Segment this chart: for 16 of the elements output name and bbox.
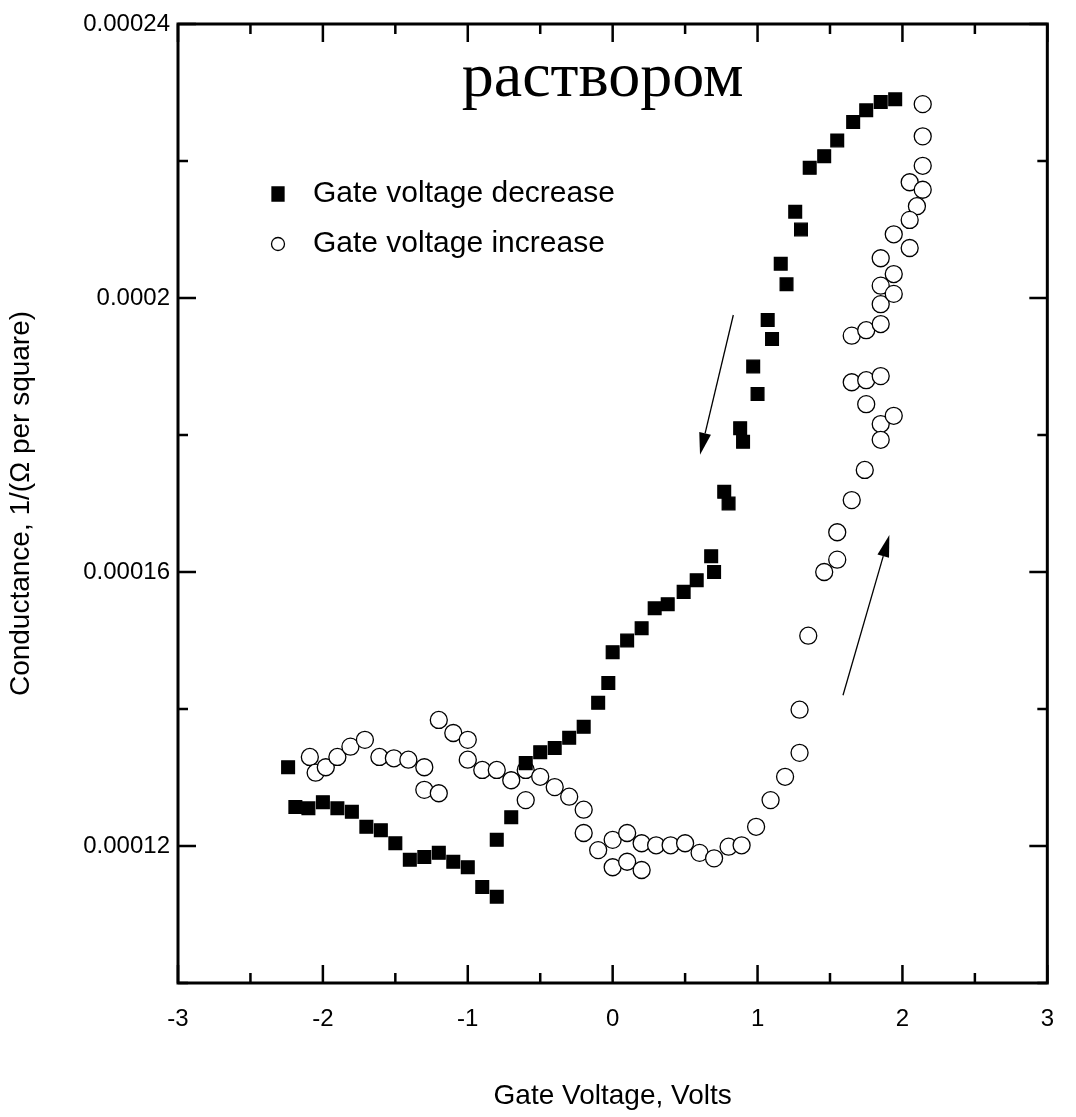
- x-tick-label: -3: [167, 1004, 189, 1032]
- y-tick-label: 0.0002: [96, 282, 170, 310]
- x-tick-label: -2: [312, 1004, 334, 1032]
- x-tick-label: 2: [895, 1004, 910, 1032]
- x-tick-label: 1: [750, 1004, 765, 1032]
- legend-label: Gate voltage increase: [313, 225, 605, 259]
- x-axis-title: Gate Voltage, Volts: [493, 1078, 732, 1110]
- legend-label: Gate voltage decrease: [313, 175, 615, 209]
- y-tick-label: 0.00012: [83, 830, 170, 858]
- x-tick-label: -1: [457, 1004, 479, 1032]
- x-tick-label: 0: [605, 1004, 620, 1032]
- y-tick-label: 0.00024: [83, 8, 170, 36]
- x-tick-label: 3: [1040, 1004, 1055, 1032]
- y-axis-title: Conductance, 1/(Ω per square): [3, 310, 35, 697]
- annotation: раствором: [461, 38, 744, 110]
- y-tick-label: 0.00016: [83, 556, 170, 584]
